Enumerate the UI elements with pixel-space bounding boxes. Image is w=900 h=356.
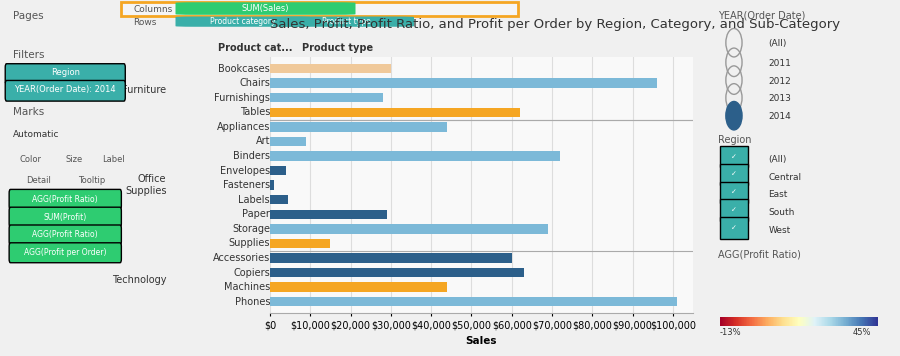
Text: Columns: Columns [133,5,173,14]
Text: Size: Size [65,155,83,164]
Bar [270,239,330,248]
Text: AGG(Profit per Order): AGG(Profit per Order) [24,248,106,257]
Text: ✓: ✓ [731,225,737,231]
Text: SUM(Profit): SUM(Profit) [43,213,87,222]
Text: Office
Supplies: Office Supplies [125,174,166,196]
Text: -13%: -13% [720,328,742,336]
Bar [270,210,387,219]
Text: Furniture: Furniture [122,85,166,95]
Text: SUM(Sales): SUM(Sales) [242,4,289,13]
Text: 45%: 45% [852,328,871,336]
Text: Envelopes: Envelopes [220,166,270,176]
Text: Product type: Product type [322,17,371,26]
FancyBboxPatch shape [122,2,518,16]
Bar [270,108,520,117]
Text: (All): (All) [769,39,787,48]
Text: Label: Label [102,155,124,164]
Text: AGG(Profit Ratio): AGG(Profit Ratio) [32,195,98,204]
FancyBboxPatch shape [9,243,122,263]
Text: YEAR(Order Date): 2014: YEAR(Order Date): 2014 [14,85,116,94]
Text: ✓: ✓ [731,189,737,195]
Bar [270,78,657,88]
Text: Region: Region [50,68,80,78]
Text: Phones: Phones [235,297,270,307]
Text: Technology: Technology [112,275,166,285]
Text: Detail: Detail [26,176,51,185]
Text: Fasteners: Fasteners [223,180,270,190]
Text: Rows: Rows [133,18,157,27]
Text: Tooltip: Tooltip [78,176,105,185]
Bar [270,195,288,204]
FancyBboxPatch shape [720,199,748,221]
Text: Marks: Marks [13,107,44,117]
Text: Central: Central [769,173,802,182]
Bar [270,137,306,146]
Text: Region: Region [718,135,752,145]
Text: Accessories: Accessories [212,253,270,263]
Text: East: East [769,190,788,199]
Text: ✓: ✓ [731,154,737,159]
Text: Labels: Labels [238,195,270,205]
Text: AGG(Profit Ratio): AGG(Profit Ratio) [718,249,801,259]
Text: Art: Art [256,136,270,146]
Text: Machines: Machines [224,282,270,292]
Text: Chairs: Chairs [239,78,270,88]
Bar [270,268,524,277]
Text: ✓: ✓ [731,207,737,213]
FancyBboxPatch shape [720,217,748,239]
Text: (All): (All) [769,155,787,164]
Text: Sales, Profit, Profit Ratio, and Profit per Order by Region, Category, and Sub-C: Sales, Profit, Profit Ratio, and Profit … [270,18,840,31]
Circle shape [725,101,742,130]
FancyBboxPatch shape [279,16,414,27]
Text: Filters: Filters [13,50,44,60]
Text: Paper: Paper [242,209,270,219]
Text: YEAR(Order Date): YEAR(Order Date) [718,11,806,21]
FancyBboxPatch shape [5,80,125,101]
FancyBboxPatch shape [176,16,310,27]
Bar [270,297,677,307]
FancyBboxPatch shape [5,64,125,84]
Text: Binders: Binders [233,151,270,161]
Text: Furnishings: Furnishings [214,93,270,103]
Text: Automatic: Automatic [13,130,59,139]
Text: ✓: ✓ [731,172,737,177]
Bar [270,93,382,103]
Bar [270,282,447,292]
FancyBboxPatch shape [720,164,748,185]
Text: Supplies: Supplies [229,239,270,248]
Text: 2014: 2014 [769,112,791,121]
Text: Bookcases: Bookcases [218,64,270,74]
Text: AGG(Profit Ratio): AGG(Profit Ratio) [32,230,98,240]
Text: Product category: Product category [211,17,275,26]
FancyBboxPatch shape [9,189,122,209]
FancyBboxPatch shape [720,182,748,203]
FancyBboxPatch shape [9,225,122,245]
Text: Pages: Pages [13,11,44,21]
Bar [270,151,560,161]
Text: Color: Color [20,155,41,164]
Text: 2013: 2013 [769,94,791,103]
Text: Copiers: Copiers [233,267,270,277]
Text: Product type: Product type [302,43,373,53]
Text: 2012: 2012 [769,77,791,85]
Bar [270,224,548,234]
Text: South: South [769,208,795,217]
Text: Product cat...: Product cat... [218,43,292,53]
Bar [270,166,286,175]
FancyBboxPatch shape [720,146,748,167]
Text: West: West [769,226,790,235]
Bar [270,253,512,263]
Bar [270,122,447,132]
X-axis label: Sales: Sales [466,336,497,346]
Text: Appliances: Appliances [217,122,270,132]
FancyBboxPatch shape [9,207,122,227]
Bar [270,180,274,190]
Text: 2011: 2011 [769,59,791,68]
Bar [270,64,391,73]
Text: Storage: Storage [232,224,270,234]
Text: Tables: Tables [239,107,270,117]
FancyBboxPatch shape [176,2,356,15]
